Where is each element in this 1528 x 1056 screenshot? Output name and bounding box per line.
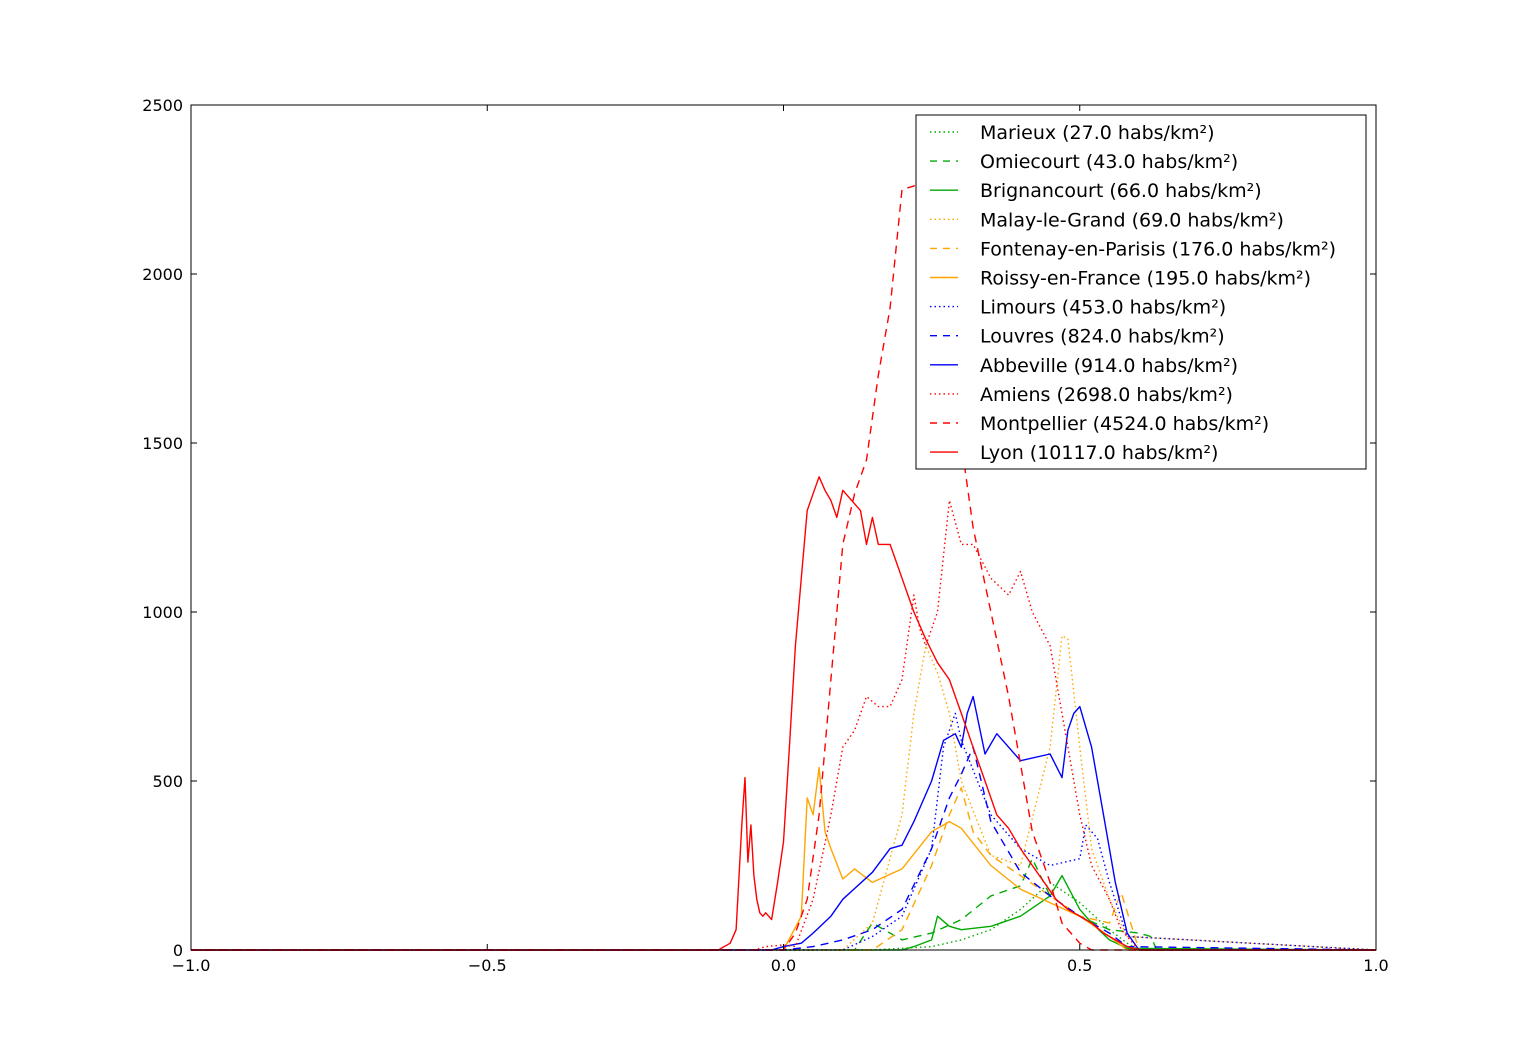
series-line-11 xyxy=(191,476,1376,951)
legend-label: Brignancourt (66.0 habs/km²) xyxy=(980,180,1262,202)
legend-box xyxy=(915,114,1367,470)
legend-label: Lyon (10117.0 habs/km²) xyxy=(980,442,1218,464)
series-line-8 xyxy=(191,695,1376,951)
x-tick-label: 1.0 xyxy=(1363,956,1388,975)
legend-label: Louvres (824.0 habs/km²) xyxy=(980,326,1225,348)
series-line-5 xyxy=(191,766,1376,951)
ticks-layer: −1.0 −0.5 0.0 0.5 1.0 0 500 1000 1500 2000 2500 xyxy=(142,96,1388,975)
legend-label: Amiens (2698.0 habs/km²) xyxy=(980,384,1233,406)
legend-label: Malay-le-Grand (69.0 habs/km²) xyxy=(980,209,1284,231)
legend: Marieux (27.0 habs/km²) Omiecourt (43.0 h… xyxy=(915,114,1367,470)
y-tick-label: 1500 xyxy=(142,434,183,453)
legend-label: Fontenay-en-Parisis (176.0 habs/km²) xyxy=(980,238,1336,260)
legend-label: Marieux (27.0 habs/km²) xyxy=(980,122,1215,144)
y-tick-label: 2000 xyxy=(142,265,183,284)
y-tick-label: 1000 xyxy=(142,603,183,622)
legend-label: Roissy-en-France (195.0 habs/km²) xyxy=(980,268,1311,290)
series-line-4 xyxy=(191,787,1376,951)
x-tick-label: 0.0 xyxy=(771,956,796,975)
x-tick-label: −0.5 xyxy=(468,956,507,975)
y-tick-label: 2500 xyxy=(142,96,183,115)
legend-label: Limours (453.0 habs/km²) xyxy=(980,297,1226,319)
legend-label: Omiecourt (43.0 habs/km²) xyxy=(980,151,1238,173)
y-tick-label: 500 xyxy=(152,772,183,791)
x-tick-label: 0.5 xyxy=(1067,956,1092,975)
y-tick-label: 0 xyxy=(173,941,183,960)
legend-label: Abbeville (914.0 habs/km²) xyxy=(980,355,1238,377)
series-line-1 xyxy=(191,858,1376,951)
series-line-0 xyxy=(191,881,1376,951)
x-tick-label: −1.0 xyxy=(172,956,211,975)
legend-label: Montpellier (4524.0 habs/km²) xyxy=(980,413,1269,435)
series-line-6 xyxy=(191,712,1377,951)
